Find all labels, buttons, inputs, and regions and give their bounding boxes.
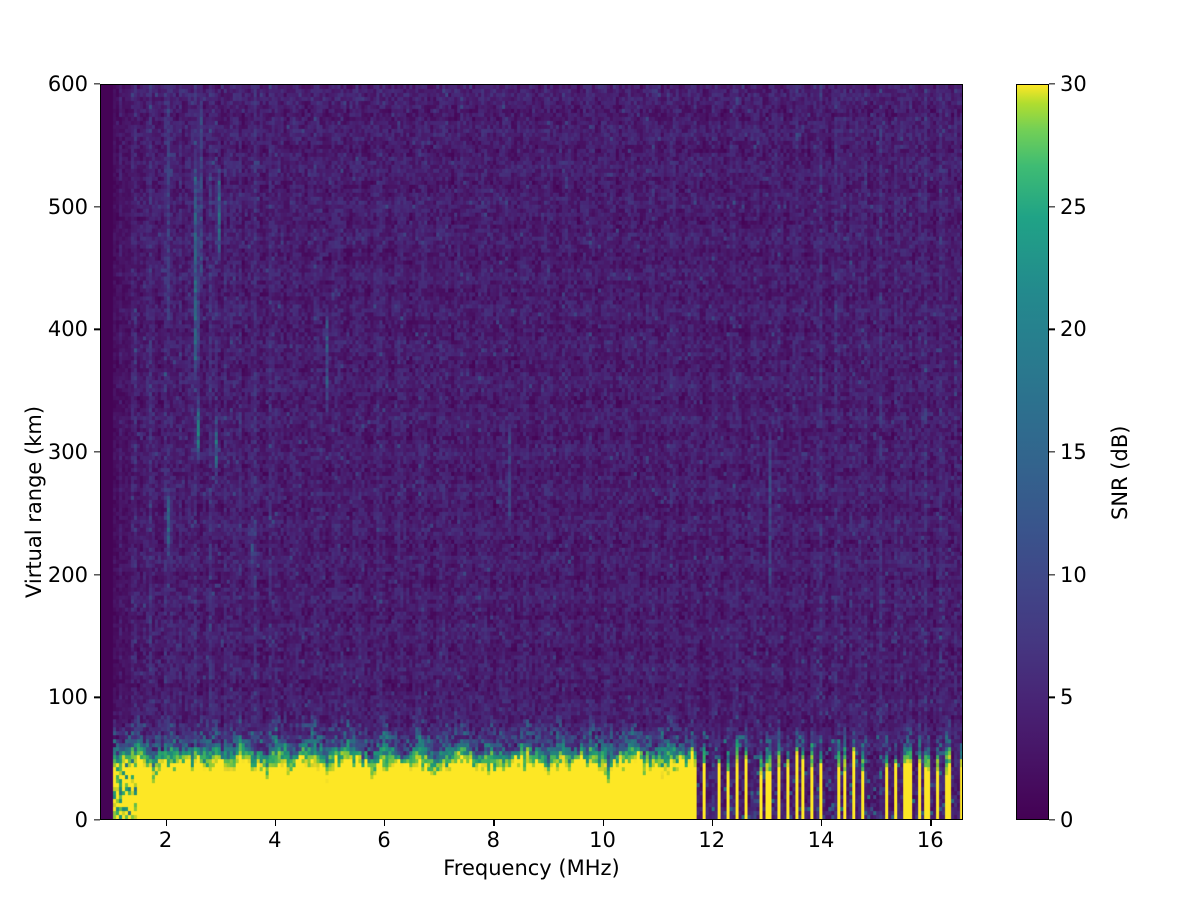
y-tick-label-100: 100 [47, 685, 88, 710]
x-tick-label-2: 2 [158, 828, 173, 852]
colorbar-tick-mark-10 [1049, 574, 1055, 576]
x-tick-label-12: 12 [698, 828, 726, 852]
x-tick-mark-12 [711, 820, 714, 826]
y-tick-mark-400 [94, 328, 100, 330]
x-axis-label: Frequency (MHz) [443, 856, 620, 880]
y-tick-label-300: 300 [47, 440, 88, 464]
y-tick-mark-100 [94, 696, 100, 698]
colorbar-tick-label-30: 30 [1060, 72, 1087, 96]
x-tick-mark-2 [165, 820, 167, 826]
x-tick-mark-8 [493, 820, 495, 826]
colorbar-tick-mark-30 [1049, 83, 1055, 85]
colorbar[interactable] [1016, 84, 1049, 820]
colorbar-label: SNR (dB) [1108, 425, 1132, 520]
colorbar-tick-label-5: 5 [1060, 685, 1074, 710]
x-tick-mark-10 [602, 820, 604, 826]
x-tick-label-6: 6 [377, 828, 391, 852]
y-tick-label-200: 200 [47, 562, 88, 587]
colorbar-tick-mark-5 [1049, 696, 1055, 698]
y-tick-mark-0 [94, 819, 100, 821]
colorbar-tick-mark-0 [1049, 819, 1055, 821]
x-tick-label-10: 10 [589, 828, 616, 852]
y-tick-label-500: 500 [47, 194, 88, 219]
y-tick-mark-200 [94, 574, 100, 576]
colorbar-tick-mark-15 [1049, 451, 1055, 453]
colorbar-tick-label-10: 10 [1060, 562, 1087, 587]
x-tick-label-14: 14 [807, 828, 835, 852]
x-tick-label-16: 16 [916, 828, 944, 852]
y-tick-label-0: 0 [74, 808, 88, 832]
x-tick-mark-14 [820, 820, 823, 826]
colorbar-tick-label-15: 15 [1060, 440, 1087, 464]
colorbar-tick-mark-25 [1049, 206, 1055, 208]
x-tick-label-4: 4 [268, 828, 282, 852]
y-tick-mark-300 [94, 451, 100, 453]
plot-area[interactable] [100, 84, 963, 820]
y-tick-label-600: 600 [47, 72, 88, 96]
y-tick-mark-600 [94, 83, 100, 85]
x-tick-mark-16 [930, 820, 932, 826]
colorbar-tick-label-20: 20 [1060, 317, 1087, 342]
y-tick-mark-500 [94, 206, 100, 208]
colorbar-tick-label-25: 25 [1060, 194, 1087, 219]
x-tick-mark-4 [274, 820, 277, 826]
heatmap-canvas [101, 85, 962, 819]
x-tick-mark-6 [384, 820, 386, 826]
colorbar-tick-mark-20 [1049, 328, 1055, 330]
x-tick-label-8: 8 [486, 828, 500, 852]
y-tick-label-400: 400 [47, 317, 88, 342]
colorbar-tick-label-0: 0 [1060, 808, 1074, 832]
